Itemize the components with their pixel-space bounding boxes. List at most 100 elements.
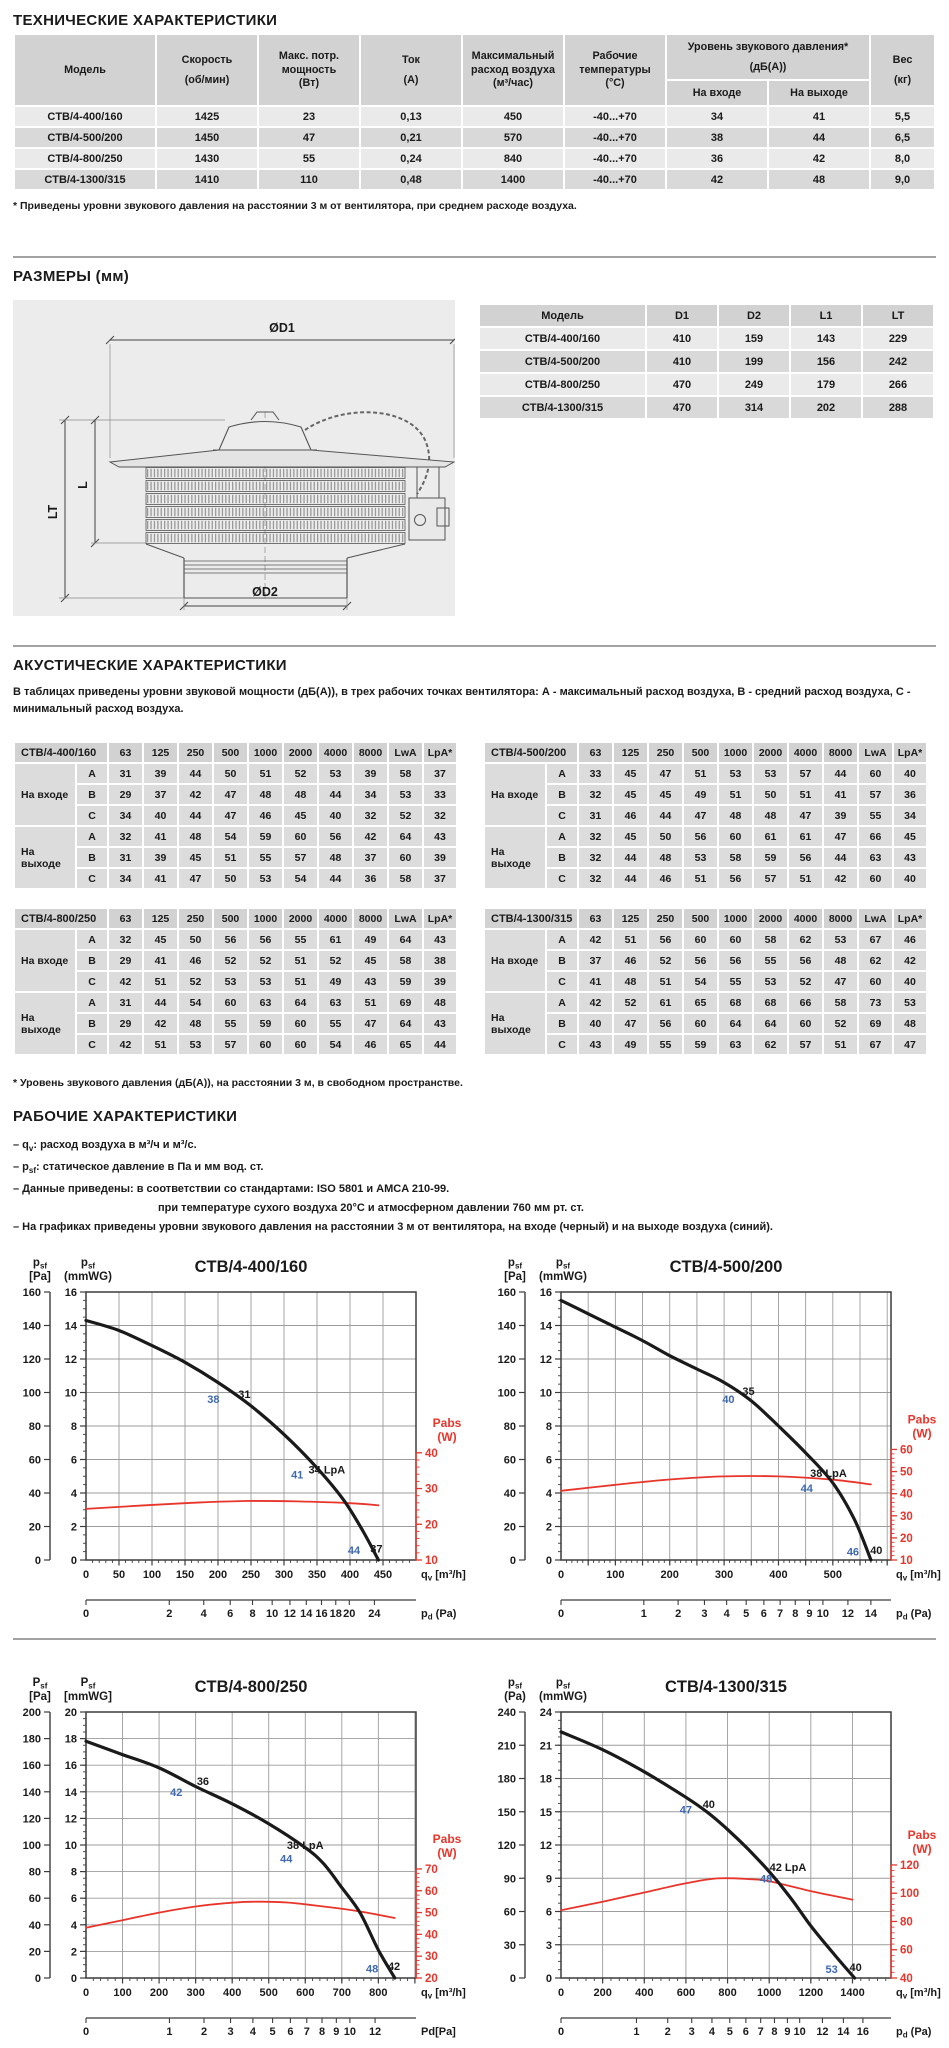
svg-text:120: 120	[498, 1840, 516, 1852]
svg-text:40: 40	[504, 1488, 516, 1500]
table-cell: 29	[109, 951, 142, 970]
table-cell: 56	[684, 827, 717, 846]
point-label: B	[77, 785, 107, 804]
bullet-line: – psf: статическое давление в Па и мм во…	[13, 1161, 264, 1176]
table-cell: 54	[214, 827, 247, 846]
tech-col-header: Уровень звукового давления* (дБ(А))	[667, 35, 869, 79]
table-cell: 59	[249, 827, 282, 846]
bullet-line: – На графиках приведены уровни звукового…	[13, 1221, 773, 1234]
table-cell: 46	[894, 930, 927, 949]
acoustic-col-header: 4000	[789, 743, 822, 762]
svg-text:0: 0	[71, 1555, 77, 1567]
svg-text:20: 20	[29, 1946, 41, 1958]
table-cell: 45	[179, 848, 212, 867]
table-cell: 61	[754, 827, 787, 846]
table-cell: 0,24	[361, 149, 461, 168]
svg-text:10: 10	[900, 1555, 913, 1567]
table-cell: 57	[284, 848, 317, 867]
table-cell: 41	[144, 869, 177, 888]
table-cell: 314	[719, 397, 789, 418]
table-cell: 44	[769, 128, 869, 147]
noise-level-label: 42	[170, 1787, 182, 1799]
svg-text:160: 160	[498, 1287, 516, 1299]
table-cell: 47	[259, 128, 359, 147]
acoustic-col-header: 4000	[789, 909, 823, 928]
table-cell: 55	[249, 848, 282, 867]
table-cell: 58	[389, 764, 422, 783]
svg-text:20: 20	[425, 1973, 438, 1985]
svg-text:6: 6	[743, 2026, 749, 2038]
table-cell: 61	[649, 993, 683, 1012]
acoustic-col-header: LwA	[859, 909, 893, 928]
svg-text:9: 9	[546, 1873, 552, 1885]
table-cell: 42	[579, 930, 613, 949]
svg-text:0: 0	[35, 1973, 41, 1985]
mmwg-axis: 0 2 4 6 8 10 12 14 16	[540, 1287, 561, 1567]
acoustic-table: CTB/4-1300/315 63 125 250 500 1000 2000 4000 800…	[483, 907, 928, 1056]
table-cell: 34	[109, 806, 142, 825]
svg-text:7: 7	[777, 1608, 783, 1620]
pressure-curve	[559, 1730, 857, 1980]
table-cell: 64	[719, 1014, 753, 1033]
svg-text:21: 21	[540, 1740, 552, 1752]
table-cell: -40...+70	[565, 107, 665, 126]
svg-text:400: 400	[635, 1987, 653, 1999]
y-axis-label: psf	[556, 1257, 570, 1271]
svg-text:9: 9	[784, 2026, 790, 2038]
svg-text:0: 0	[71, 1973, 77, 1985]
svg-text:18: 18	[330, 1608, 342, 1620]
table-cell: 0,48	[361, 170, 461, 189]
power-curve	[85, 1500, 380, 1510]
point-label: C	[547, 972, 578, 991]
svg-text:40: 40	[29, 1920, 41, 1932]
table-cell: 52	[284, 764, 317, 783]
pressure-curve	[559, 1298, 873, 1562]
table-cell: 1410	[157, 170, 257, 189]
acoustic-table: CTB/4-500/200 63 125 250 500 1000 2000 4000 8000…	[483, 741, 928, 890]
svg-text:200: 200	[661, 1569, 679, 1581]
point-label: B	[547, 848, 577, 867]
svg-text:0: 0	[546, 1555, 552, 1567]
table-cell: 57	[789, 764, 822, 783]
point-label: B	[77, 951, 107, 970]
table-cell: 45	[614, 764, 647, 783]
table-cell: 42	[179, 785, 212, 804]
table-cell: 47	[214, 806, 247, 825]
d1-dimension	[105, 335, 455, 458]
table-cell: 36	[667, 149, 767, 168]
d2-dimension-label: ØD2	[252, 585, 278, 599]
svg-text:6: 6	[546, 1907, 552, 1919]
svg-text:4: 4	[724, 1608, 731, 1620]
svg-text:0: 0	[35, 1555, 41, 1567]
pabs-axis-label: Pabs	[433, 1416, 462, 1430]
svg-text:8: 8	[249, 1608, 255, 1620]
table-cell: 44	[424, 1035, 456, 1054]
svg-text:14: 14	[300, 1608, 313, 1620]
table-cell: 62	[859, 951, 893, 970]
table-cell: 48	[614, 972, 648, 991]
pabs-axis-label: Pabs	[433, 1832, 462, 1846]
acoustic-col-header: 4000	[319, 743, 352, 762]
table-cell: 32	[109, 930, 142, 949]
table-cell: 62	[754, 1035, 788, 1054]
row-group-label: На входе	[485, 930, 545, 991]
svg-text:150: 150	[498, 1807, 516, 1819]
table-cell: 44	[179, 806, 212, 825]
svg-text:9: 9	[806, 1608, 812, 1620]
table-cell: 48	[319, 848, 352, 867]
tech-col-header: На выходе	[769, 81, 869, 105]
noise-level-label: 47	[680, 1805, 692, 1817]
svg-text:60: 60	[900, 1945, 913, 1957]
svg-text:14: 14	[540, 1321, 553, 1333]
acoustic-col-header: 1000	[249, 909, 282, 928]
svg-text:18: 18	[65, 1734, 77, 1746]
table-cell: 9,0	[871, 170, 934, 189]
svg-text:0: 0	[558, 1569, 564, 1581]
svg-text:12: 12	[816, 2026, 828, 2038]
acoustic-col-header: LpA*	[894, 909, 927, 928]
acoustic-col-header: 4000	[319, 909, 352, 928]
table-cell: CTB/4-500/200	[480, 351, 645, 372]
y-axis-label: Psf	[33, 1677, 48, 1691]
